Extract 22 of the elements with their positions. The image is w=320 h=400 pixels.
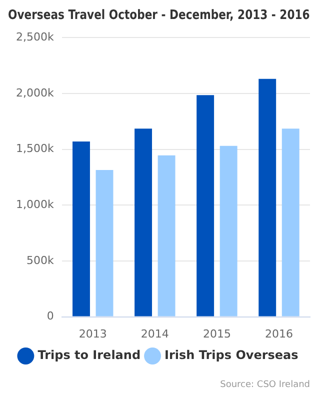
y-tick-label: 2,000k <box>16 86 54 100</box>
bar <box>220 146 238 316</box>
chart-title: Overseas Travel October - December, 2013 - 2016 <box>8 7 310 22</box>
bar <box>196 95 214 316</box>
y-tick-label: 2,500k <box>16 30 54 44</box>
x-tick-label: 2013 <box>78 327 107 340</box>
y-tick-label: 1,000k <box>16 198 54 211</box>
y-tick-label: 1,500k <box>16 142 54 156</box>
bar <box>158 155 176 316</box>
source-note: Source: CSO Ireland <box>220 380 310 390</box>
bar <box>72 141 90 316</box>
bar <box>258 78 276 316</box>
x-tick-label: 2016 <box>264 327 293 340</box>
bar <box>96 170 114 316</box>
y-tick-label: 500k <box>26 254 54 267</box>
bar <box>282 128 300 316</box>
bar <box>134 128 152 316</box>
legend-label: Trips to Ireland <box>38 348 141 362</box>
legend-label: Irish Trips Overseas <box>164 348 298 362</box>
y-tick-label: 0 <box>46 310 54 323</box>
x-tick-label: 2015 <box>202 327 231 340</box>
x-tick-label: 2014 <box>140 327 169 340</box>
